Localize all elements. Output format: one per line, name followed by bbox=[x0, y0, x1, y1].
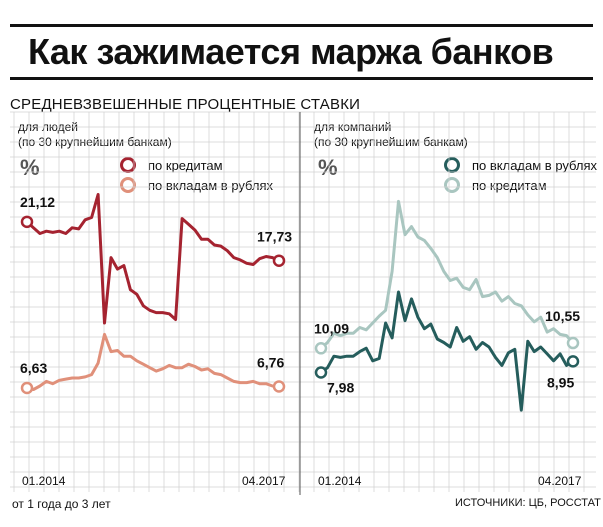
left-unit-label: % bbox=[20, 155, 40, 180]
end-value-label-p0-s0: 17,73 bbox=[257, 229, 292, 245]
end-marker-p1-s0 bbox=[566, 355, 580, 368]
start-value-label-p0-s1: 6,63 bbox=[20, 360, 47, 376]
start-value-label-p0-s0: 21,12 bbox=[20, 194, 55, 210]
legend-left-loans-label: по кредитам bbox=[148, 157, 223, 173]
right-unit-label: % bbox=[318, 155, 338, 180]
end-marker-p1-s1 bbox=[566, 336, 580, 350]
legend-right-deposits: по вкладам в рублях bbox=[444, 157, 597, 173]
section-title: СРЕДНЕВЗВЕШЕННЫЕ ПРОЦЕНТНЫЕ СТАВКИ bbox=[10, 96, 361, 113]
right-x-end-label: 04.2017 bbox=[538, 474, 582, 488]
start-marker-p0-s0 bbox=[20, 215, 34, 229]
series-line-p0-s1 bbox=[26, 332, 280, 391]
end-marker-p0-s1 bbox=[272, 380, 286, 393]
end-value-label-p1-s0: 8,95 bbox=[547, 374, 574, 390]
series-line-p1-s0 bbox=[320, 290, 574, 412]
legend-right-loans-marker bbox=[444, 177, 460, 193]
start-marker-p0-s1 bbox=[20, 381, 34, 395]
legend-right-deposits-label: по вкладам в рублях bbox=[472, 157, 598, 173]
series-layer bbox=[20, 193, 580, 412]
start-marker-p1-s0 bbox=[314, 366, 328, 379]
right-x-start-label: 01.2014 bbox=[318, 474, 362, 488]
start-marker-p1-s1 bbox=[314, 342, 328, 355]
source-note: ИСТОЧНИКИ: ЦБ, РОССТАТ bbox=[455, 497, 601, 509]
legend-left-loans: по кредитам bbox=[120, 157, 223, 173]
end-marker-p0-s0 bbox=[272, 254, 286, 267]
chart-title: Как зажимается маржа банков bbox=[28, 31, 554, 72]
series-line-p1-s1 bbox=[320, 199, 575, 350]
title-box: Как зажимается маржа банков bbox=[10, 24, 593, 80]
end-value-label-p1-s1: 10,55 bbox=[545, 308, 580, 324]
legend-left-deposits-marker bbox=[120, 177, 136, 193]
value-labels: 21,12 17,73 6,63 6,76 7,98 8,95 10,09 10,55 bbox=[20, 194, 580, 396]
legend-left-loans-marker bbox=[120, 157, 136, 173]
left-x-start-label: 01.2014 bbox=[22, 474, 66, 488]
series-line-p0-s0 bbox=[25, 193, 280, 325]
legend-right-deposits-marker bbox=[444, 157, 460, 173]
start-value-label-p1-s0: 7,98 bbox=[327, 379, 354, 395]
end-value-label-p0-s1: 6,76 bbox=[257, 354, 284, 370]
left-x-end-label: 04.2017 bbox=[242, 474, 286, 488]
footnote: от 1 года до 3 лет bbox=[12, 497, 111, 511]
start-value-label-p1-s1: 10,09 bbox=[314, 320, 349, 336]
grid bbox=[10, 111, 596, 492]
